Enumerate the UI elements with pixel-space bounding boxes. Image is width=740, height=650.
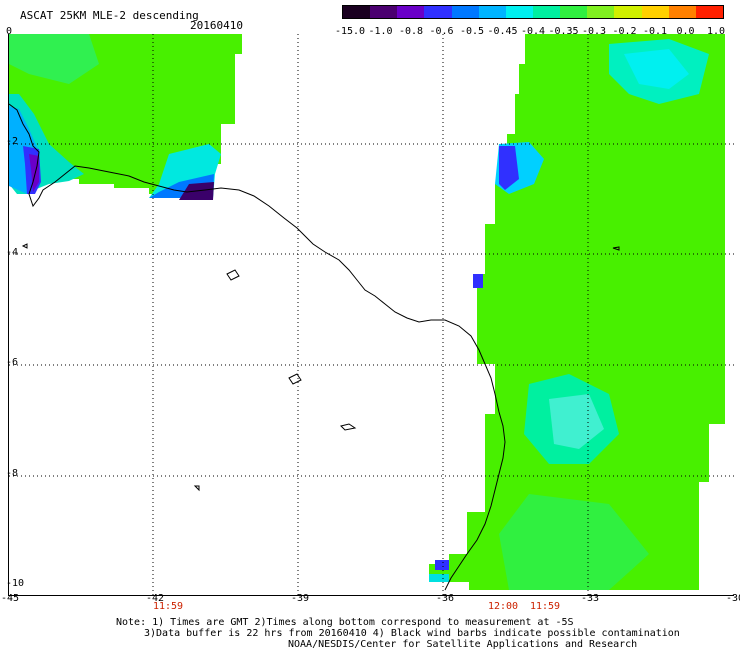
swath-map [8, 34, 735, 596]
color-scale-bar [342, 5, 724, 19]
latitude-label: -2 [6, 136, 19, 148]
color-scale-swatch [668, 6, 696, 18]
footnotes: Note: 1) Times are GMT 2)Times along bot… [116, 617, 680, 650]
longitude-label: -45 [0, 593, 20, 604]
color-scale-label: -0.8 [398, 26, 424, 37]
color-scale-swatch [641, 6, 669, 18]
color-scale-label: -0.45 [487, 26, 518, 37]
color-scale-label: -0.35 [548, 26, 579, 37]
left-swath [9, 34, 242, 200]
color-scale-swatch [343, 6, 371, 18]
latitude-label: -6 [6, 357, 19, 369]
map-title: ASCAT 25KM MLE-2 descending [20, 9, 199, 22]
color-scale-swatch [695, 6, 723, 18]
note-line-1: Note: 1) Times are GMT 2)Times along bot… [116, 617, 574, 628]
color-scale-label: -0.2 [612, 26, 637, 37]
note-line-2: 3)Data buffer is 22 hrs from 20160410 4)… [144, 628, 680, 639]
longitude-label: -42 [145, 593, 165, 604]
color-scale-label: -0.3 [581, 26, 607, 37]
color-scale-swatch [451, 6, 479, 18]
color-scale-swatch [532, 6, 561, 18]
time-label-left: 11:59 [152, 601, 184, 612]
color-scale-label: 1.0 [706, 26, 726, 37]
longitude-label: -39 [290, 593, 310, 604]
time-label-right-a: 12:00 [487, 601, 519, 612]
color-scale-swatch [370, 6, 398, 18]
color-scale-swatch [505, 6, 533, 18]
longitude-label: -33 [580, 593, 600, 604]
latitude-label: -4 [6, 246, 19, 258]
note-line-3: NOAA/NESDIS/Center for Satellite Applica… [288, 639, 638, 650]
right-swath [429, 34, 735, 590]
color-scale-label: -0.1 [642, 26, 668, 37]
color-scale-swatch [560, 6, 588, 18]
latitude-label: -8 [6, 467, 19, 479]
longitude-label: -36 [435, 593, 455, 604]
color-scale-swatch [614, 6, 642, 18]
color-scale-swatch [424, 6, 452, 18]
color-scale-label: 0.0 [676, 26, 695, 37]
latitude-label: -10 [6, 578, 25, 589]
color-scale-label: -0.5 [459, 26, 485, 37]
time-label-right-b: 11:59 [529, 601, 561, 612]
color-scale-label: -0.4 [520, 26, 546, 37]
color-scale-label: -0.6 [429, 26, 454, 37]
color-scale-swatch [397, 6, 425, 18]
color-scale-swatch [478, 6, 506, 18]
color-scale-label: -15.0 [334, 26, 366, 37]
longitude-label: -30 [725, 593, 740, 604]
latitude-label: 0 [6, 26, 13, 37]
map-date: 20160410 [190, 19, 243, 32]
color-scale-swatch [587, 6, 615, 18]
gridlines [9, 34, 735, 596]
map-panel [8, 34, 735, 596]
coastline [8, 103, 620, 591]
color-scale-label: -1.0 [368, 26, 393, 37]
